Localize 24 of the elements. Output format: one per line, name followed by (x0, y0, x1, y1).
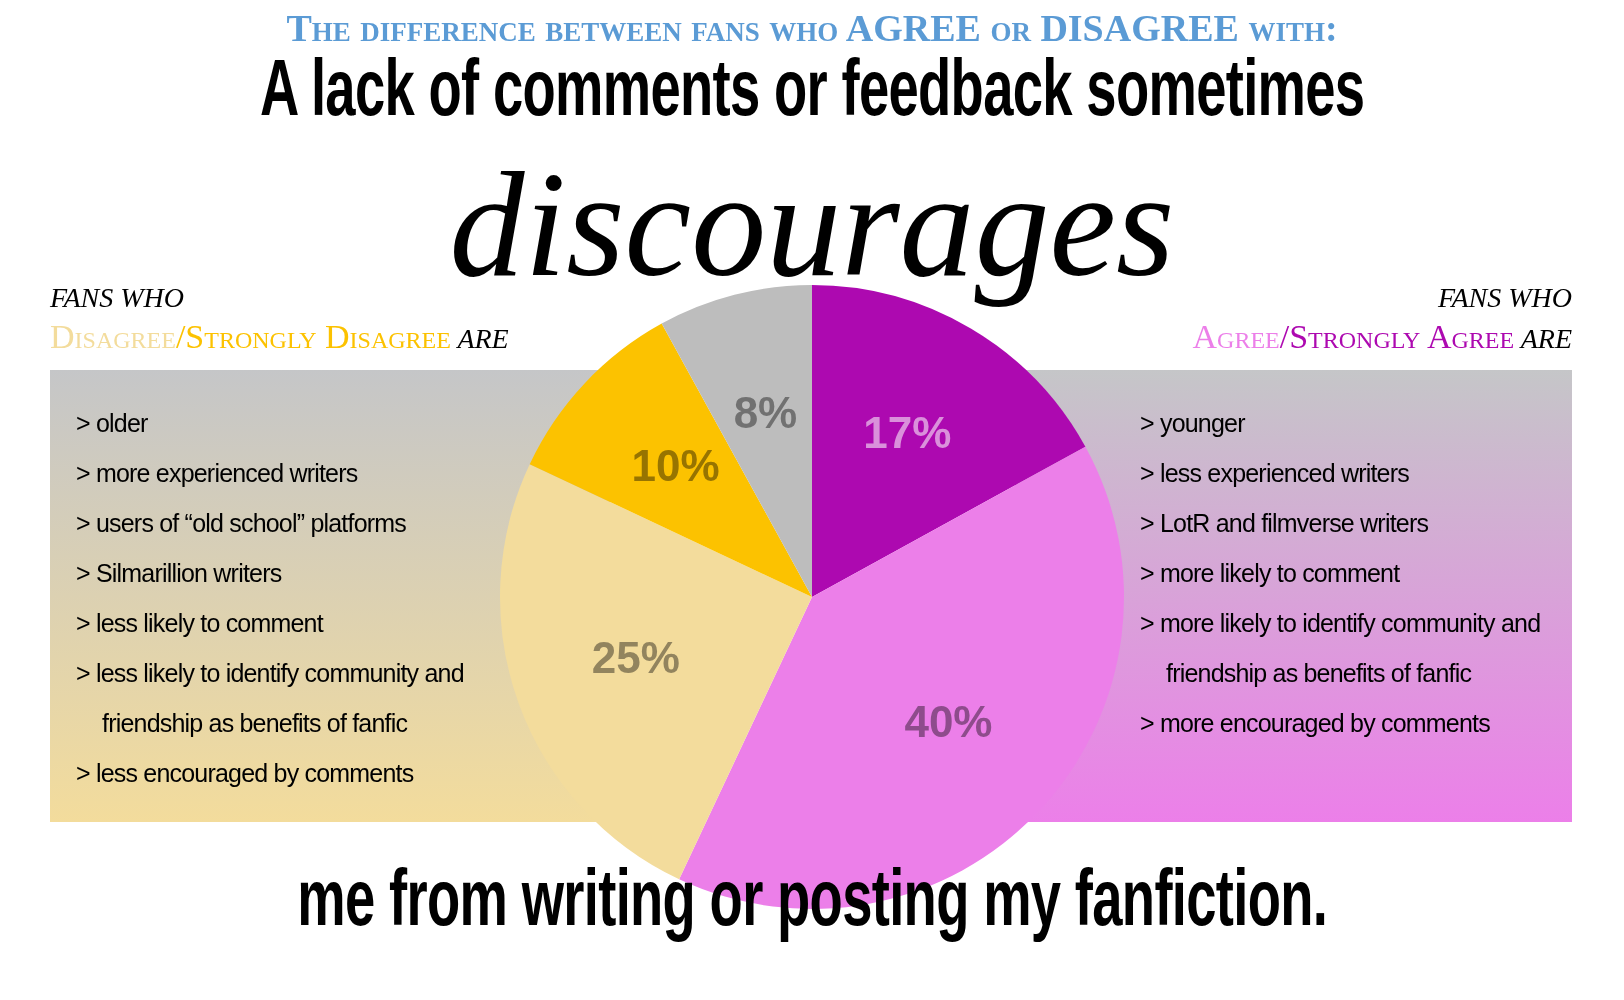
text: > more experienced writers (76, 458, 359, 489)
data-label: 40% (904, 697, 993, 747)
text: > less experienced writers (1140, 458, 1410, 489)
text: > LotR and filmverse writers (1140, 508, 1430, 539)
data-label: 25% (591, 632, 680, 682)
text: FANS WHO (1437, 282, 1572, 314)
text: > younger (1140, 408, 1247, 439)
text: > Silmarillion writers (76, 558, 283, 589)
text: > more likely to comment (1140, 558, 1401, 589)
text: > users of “old school” platforms (76, 508, 407, 539)
text: > less likely to comment (76, 608, 325, 639)
text: > more encouraged by comments (1140, 708, 1491, 739)
text: me from writing or posting my fanfiction. (297, 852, 1327, 944)
data-label: 8% (733, 387, 798, 437)
text: Disagree/Strongly Disagree ARE (50, 318, 509, 355)
text: > older (76, 408, 149, 439)
data-label: 17% (863, 408, 952, 458)
text: discourages (449, 141, 1175, 307)
text: > less encouraged by comments (76, 758, 415, 789)
text: > more likely to identify community and friendship as benefits of fanfic (1140, 608, 1542, 689)
text: Agree/Strongly Agree ARE (1192, 318, 1572, 355)
data-label: 10% (631, 440, 720, 490)
text: > less likely to identify community and friendship as benefits of fanfic (76, 658, 465, 739)
text: FANS WHO (50, 282, 185, 314)
